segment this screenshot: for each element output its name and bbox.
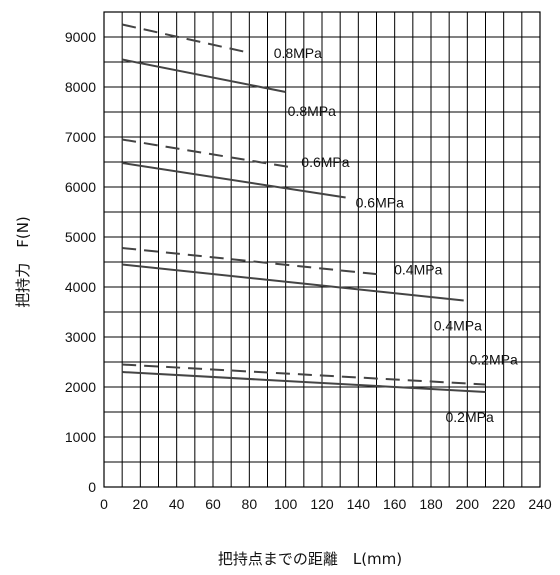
y-tick-label: 8000: [65, 79, 96, 95]
series-label: 0.8MPa: [288, 103, 336, 119]
x-tick-label: 200: [456, 496, 480, 512]
tick-labels: 0 20 40 60 80 100 120 140 160 180 200 220 240 0 1000 20…: [65, 29, 552, 512]
x-tick-label: 240: [528, 496, 552, 512]
series-label: 0.4MPa: [434, 318, 482, 334]
y-tick-label: 2000: [65, 379, 96, 395]
series-label: 0.2MPa: [446, 409, 494, 425]
x-tick-label: 220: [492, 496, 516, 512]
series-line-dashed: [122, 363, 486, 386]
y-tick-label: 3000: [65, 329, 96, 345]
x-tick-label: 100: [274, 496, 298, 512]
series-labels: 0.8MPa 0.8MPa 0.6MPa 0.6MPa 0.4MPa 0.4MPa 0.2M…: [274, 45, 518, 425]
x-axis-title: 把持点までの距離 L(mm): [218, 550, 402, 568]
x-tick-label: 120: [310, 496, 334, 512]
x-tick-label: 80: [242, 496, 258, 512]
series-label: 0.8MPa: [274, 45, 322, 61]
y-tick-label: 1000: [65, 429, 96, 445]
series-label: 0.6MPa: [356, 195, 404, 211]
y-tick-label: 0: [88, 479, 96, 495]
series-line-dashed: [122, 138, 290, 168]
series-line-solid: [122, 263, 464, 302]
y-tick-label: 7000: [65, 129, 96, 145]
series-label: 0.2MPa: [470, 352, 518, 368]
series-lines: [121, 23, 486, 393]
series-line-solid: [121, 58, 286, 93]
x-tick-label: 20: [133, 496, 149, 512]
y-tick-label: 4000: [65, 279, 96, 295]
series-line-solid: [122, 371, 486, 393]
y-axis-title: 把持力 F(N): [14, 216, 32, 308]
x-tick-label: 40: [169, 496, 185, 512]
y-tick-label: 5000: [65, 229, 96, 245]
series-line-solid: [122, 162, 346, 199]
x-tick-label: 180: [419, 496, 443, 512]
y-tick-label: 6000: [65, 179, 96, 195]
plot-frame: [103, 11, 541, 488]
x-tick-label: 140: [347, 496, 371, 512]
y-tick-label: 9000: [65, 29, 96, 45]
series-label: 0.6MPa: [301, 154, 349, 170]
x-tick-label: 0: [100, 496, 108, 512]
grid: [103, 11, 541, 488]
series-label: 0.4MPa: [394, 262, 442, 278]
x-tick-label: 60: [205, 496, 221, 512]
series-line-dashed: [122, 247, 381, 276]
x-tick-label: 160: [383, 496, 407, 512]
